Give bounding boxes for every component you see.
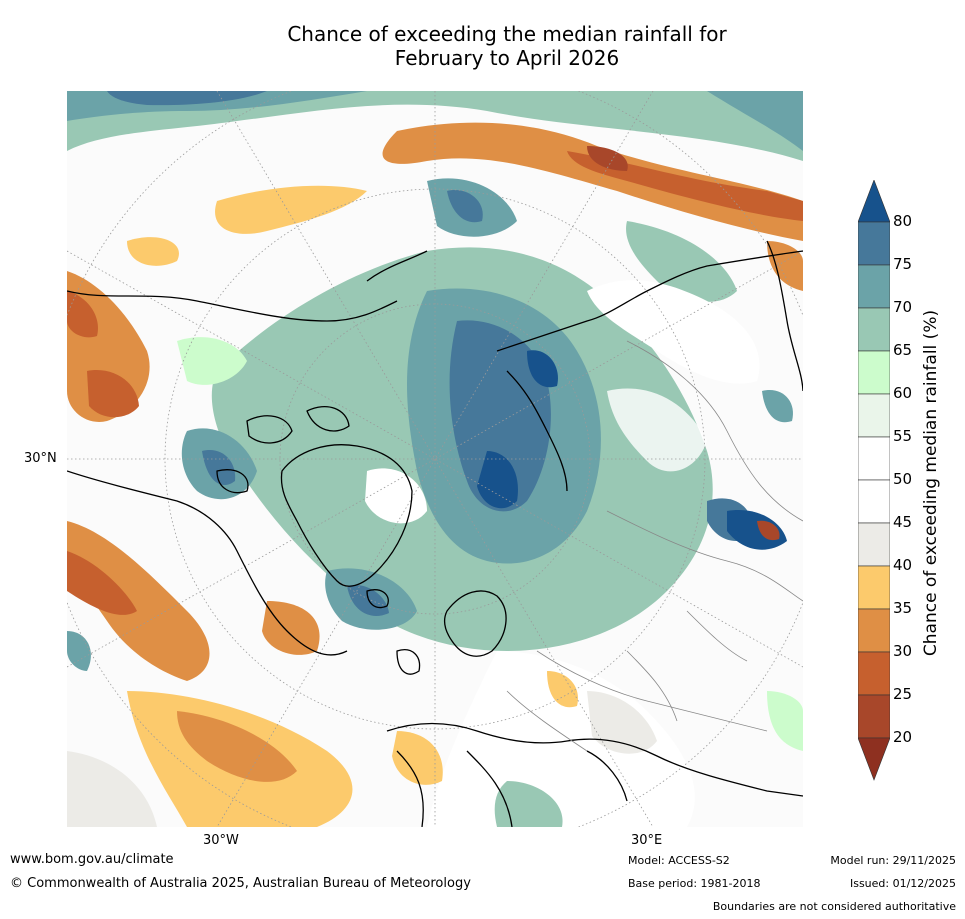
colorbar-tick-label: 75 [893, 255, 913, 273]
country-borders [506, 340, 803, 752]
colorbar-segment [858, 307, 890, 352]
footer-base-period: Base period: 1981-2018 [628, 877, 761, 890]
map-title-line-2: February to April 2026 [394, 46, 620, 70]
footer-model-run: Model run: 29/11/2025 [830, 854, 956, 867]
graticule [67, 91, 803, 827]
footer-issued: Issued: 01/12/2025 [849, 877, 956, 890]
colorbar-segment [858, 694, 890, 739]
rainfall-map [67, 91, 803, 827]
colorbar-tick-label: 65 [893, 341, 913, 359]
colorbar-tick-label: 25 [893, 685, 913, 703]
colorbar-tick-label: 50 [893, 470, 913, 488]
longitude-label-30w: 30°W [203, 833, 239, 848]
colorbar-segment [858, 565, 890, 610]
colorbar-tick-label: 55 [893, 427, 913, 445]
colorbar-tick-label: 40 [893, 556, 913, 574]
colorbar-tick-label: 70 [893, 298, 913, 316]
colorbar-tick-label: 35 [893, 599, 913, 617]
footer-copyright: © Commonwealth of Australia 2025, Austra… [10, 876, 471, 891]
colorbar-segments [858, 180, 890, 781]
coastlines [67, 240, 803, 827]
colorbar-tick-label: 45 [893, 513, 913, 531]
colorbar-tick-label: 30 [893, 642, 913, 660]
latitude-label-30n: 30°N [24, 451, 57, 466]
colorbar-segment [858, 522, 890, 567]
colorbar-segment [858, 350, 890, 395]
footer-disclaimer: Boundaries are not considered authoritat… [712, 900, 956, 913]
footer-model: Model: ACCESS-S2 [628, 854, 730, 867]
colorbar-segment [858, 608, 890, 653]
map-title-line-1: Chance of exceeding the median rainfall … [287, 22, 727, 46]
colorbar-extend-bottom [858, 737, 890, 781]
colorbar-segment [858, 479, 890, 524]
colorbar-title-text: Chance of exceeding median rainfall (%) [921, 309, 941, 657]
probability-field [67, 91, 803, 827]
map-title: Chance of exceeding the median rainfall … [200, 22, 814, 70]
colorbar [858, 180, 890, 781]
colorbar-segment [858, 651, 890, 696]
colorbar-segment [858, 393, 890, 438]
colorbar-tick-label: 20 [893, 728, 913, 746]
colorbar-segment [858, 264, 890, 309]
rainfall-map-canvas [67, 91, 803, 827]
colorbar-segment [858, 436, 890, 481]
longitude-label-30e: 30°E [631, 833, 663, 848]
colorbar-tick-label: 60 [893, 384, 913, 402]
footer-url-link[interactable]: www.bom.gov.au/climate [10, 852, 174, 867]
colorbar-tick-label: 80 [893, 212, 913, 230]
colorbar-segment [858, 221, 890, 266]
colorbar-extend-top [858, 180, 890, 223]
